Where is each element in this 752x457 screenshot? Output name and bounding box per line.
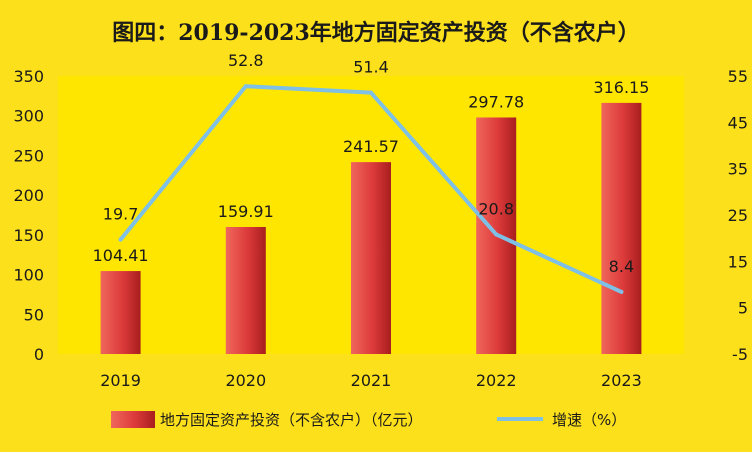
bar-data-labels: 104.41 159.91 241.57 297.78 316.15 — [93, 78, 650, 265]
legend: 地方固定资产投资（不含农户）（亿元） 增速（%） — [111, 411, 626, 429]
line-point — [243, 84, 248, 89]
left-tick-label: 350 — [13, 67, 44, 86]
left-tick-label: 100 — [13, 266, 44, 285]
bar-value-label: 104.41 — [93, 246, 149, 265]
legend-bar-label: 地方固定资产投资（不含农户）（亿元） — [160, 411, 423, 429]
left-tick-label: 200 — [13, 186, 44, 205]
line-point — [369, 90, 373, 95]
right-tick-label: 35 — [728, 160, 748, 179]
right-tick-label: -5 — [732, 345, 748, 364]
right-tick-label: 55 — [728, 67, 748, 86]
x-tick-label: 2021 — [351, 371, 392, 390]
right-tick-label: 45 — [728, 113, 748, 132]
bar — [100, 271, 141, 354]
right-tick-label: 25 — [728, 206, 748, 225]
line-point — [118, 237, 123, 242]
left-tick-label: 150 — [13, 226, 44, 245]
x-tick-label: 2020 — [225, 371, 266, 390]
right-tick-label: 15 — [728, 252, 748, 271]
x-tick-label: 2022 — [476, 371, 517, 390]
left-tick-label: 50 — [24, 305, 44, 324]
bar-value-label: 159.91 — [218, 202, 274, 221]
left-tick-label: 0 — [34, 345, 44, 364]
legend-bar-swatch — [111, 411, 155, 428]
line-data-labels: 19.7 52.8 51.4 20.8 8.4 — [103, 51, 634, 276]
left-tick-label: 300 — [13, 107, 44, 126]
right-tick-label: 5 — [738, 299, 748, 318]
right-axis: -5 5 15 25 35 45 55 — [728, 67, 748, 364]
legend-line-label: 增速（%） — [552, 411, 626, 429]
line-series — [118, 84, 624, 294]
bar-value-label: 241.57 — [343, 137, 399, 156]
bar-value-label: 297.78 — [468, 92, 524, 111]
bar-series — [100, 102, 642, 355]
bar-value-label: 316.15 — [593, 78, 649, 97]
x-tick-label: 2019 — [100, 371, 141, 390]
bar — [601, 102, 642, 355]
chart-title: 图四：2019-2023年地方固定资产投资（不含农户） — [112, 20, 640, 46]
x-axis: 2019 2020 2021 2022 2023 — [100, 371, 642, 390]
bar — [351, 162, 391, 354]
left-tick-label: 250 — [13, 146, 44, 165]
bar — [225, 226, 266, 354]
line-value-label: 51.4 — [353, 58, 389, 77]
line-value-label: 19.7 — [103, 205, 139, 224]
x-tick-label: 2023 — [601, 371, 642, 390]
left-axis: 0 50 100 150 200 250 300 350 — [13, 67, 44, 364]
line-value-label: 52.8 — [228, 51, 264, 70]
line-value-label: 20.8 — [478, 199, 514, 218]
line-point — [494, 232, 499, 237]
line-point — [619, 289, 624, 294]
line-value-label: 8.4 — [609, 257, 634, 276]
